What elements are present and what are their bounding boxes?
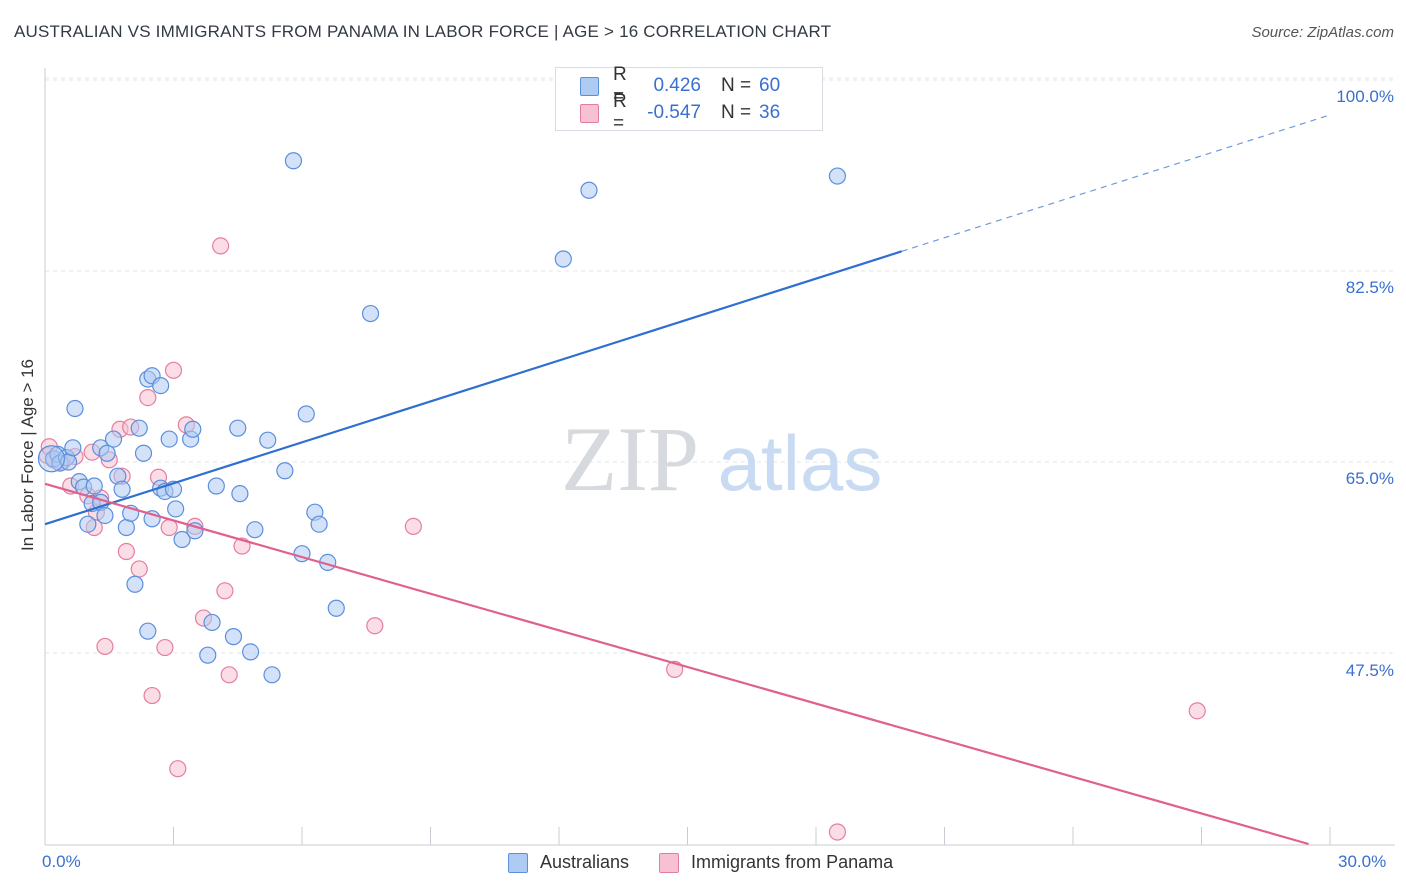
australians-point-48 xyxy=(276,462,294,480)
australians-point-58 xyxy=(580,181,598,199)
australians-trend-extension xyxy=(901,114,1331,252)
australians-point-33 xyxy=(167,500,185,518)
legend-swatch-australians xyxy=(508,852,528,873)
r-label: R = xyxy=(613,64,627,107)
panama-point-23 xyxy=(164,361,183,379)
y-tick-82-5: 82.5% xyxy=(1345,278,1394,297)
australians-point-13 xyxy=(96,506,114,525)
panama-point-19 xyxy=(143,686,161,705)
australians-point-19 xyxy=(117,518,135,537)
legend-row-australians: R = 0.426 N = 60 xyxy=(580,64,781,107)
r-value: -0.547 xyxy=(647,102,701,123)
australians-point-11 xyxy=(85,477,103,495)
panama-point-33 xyxy=(404,517,422,535)
legend-row-panama: R = -0.547 N = 36 xyxy=(580,91,781,134)
panama-point-24 xyxy=(169,760,187,778)
n-label: N = xyxy=(721,102,752,123)
legend-item-panama: Immigrants from Panama xyxy=(659,852,893,873)
chart-title: AUSTRALIAN VS IMMIGRANTS FROM PANAMA IN … xyxy=(14,22,832,41)
panama-point-35 xyxy=(828,823,847,841)
n-label: N = xyxy=(721,75,752,96)
legend-label-australians: Australians xyxy=(540,852,630,872)
australians-point-5 xyxy=(66,399,84,418)
australians-point-36 xyxy=(184,420,202,438)
panama-trend-line xyxy=(44,482,1309,846)
watermark-atlas: atlas xyxy=(718,419,883,507)
r-label: R = xyxy=(613,91,627,134)
panama-point-30 xyxy=(220,666,238,684)
australians-point-38 xyxy=(199,646,217,664)
panama-point-18 xyxy=(139,389,157,407)
australians-point-23 xyxy=(134,444,153,462)
australians-point-57 xyxy=(554,250,572,268)
australians-point-22 xyxy=(130,419,148,437)
correlation-legend: R = 0.426 N = 60 R = -0.547 N = 36 xyxy=(555,64,823,134)
australians-point-40 xyxy=(207,477,225,495)
australians-point-18 xyxy=(113,480,131,498)
panama-point-17 xyxy=(130,560,148,578)
australians-point-42 xyxy=(229,419,247,437)
y-axis-title: In Labor Force | Age > 16 xyxy=(18,358,37,552)
panama-point-28 xyxy=(212,237,230,255)
australians-point-15 xyxy=(98,444,116,462)
legend-item-australians: Australians xyxy=(508,852,629,873)
series-legend: Australians Immigrants from Panama xyxy=(508,852,923,873)
gridlines xyxy=(45,77,1395,654)
source-label: Source: ZipAtlas.com xyxy=(1251,24,1394,41)
australians-point-56 xyxy=(361,304,380,323)
legend-label-panama: Immigrants from Panama xyxy=(691,852,894,872)
y-tick-65: 65.0% xyxy=(1345,469,1394,488)
australians-point-29 xyxy=(152,377,170,395)
australians-point-25 xyxy=(139,622,157,640)
panama-point-29 xyxy=(216,582,234,600)
legend-swatch-blue xyxy=(580,76,599,96)
australians-point-45 xyxy=(246,521,264,539)
australians-point-49 xyxy=(284,152,303,170)
australians-point-59 xyxy=(828,167,847,185)
australians-point-51 xyxy=(297,405,315,423)
axes xyxy=(44,68,1395,846)
panama-point-36 xyxy=(1188,702,1206,720)
australians-point-43 xyxy=(231,485,249,503)
series-immigrants-from-panama xyxy=(38,237,1206,841)
y-tick-47-5: 47.5% xyxy=(1345,661,1394,680)
legend-swatch-panama xyxy=(659,852,680,873)
panama-point-21 xyxy=(156,638,174,657)
australians-point-39 xyxy=(203,613,221,632)
y-tick-100: 100.0% xyxy=(1336,87,1394,106)
australians-point-47 xyxy=(263,666,281,684)
x-tick-right: 30.0% xyxy=(1338,852,1387,871)
n-value: 60 xyxy=(759,75,781,96)
watermark-zip: ZIP xyxy=(561,408,699,510)
series-australians xyxy=(37,152,847,684)
australians-point-53 xyxy=(310,515,328,533)
n-value: 36 xyxy=(759,102,781,123)
australians-point-41 xyxy=(224,628,243,646)
australians-cluster-point xyxy=(37,445,66,473)
australians-point-46 xyxy=(259,431,277,449)
x-tick-left: 0.0% xyxy=(42,852,81,871)
australians-point-31 xyxy=(160,430,178,448)
australians-point-16 xyxy=(104,430,123,448)
legend-swatch-pink xyxy=(580,103,599,123)
panama-point-15 xyxy=(117,542,135,561)
r-value: 0.426 xyxy=(653,75,701,96)
australians-point-34 xyxy=(173,530,191,549)
trend-lines xyxy=(44,114,1331,846)
australians-point-9 xyxy=(79,515,97,533)
watermark: ZIP atlas xyxy=(561,408,882,510)
australians-point-6 xyxy=(64,439,82,457)
australians-point-21 xyxy=(126,575,144,593)
panama-point-11 xyxy=(96,637,114,656)
australians-point-55 xyxy=(327,599,345,617)
australians-trend-line xyxy=(44,250,903,526)
panama-point-32 xyxy=(366,617,384,635)
australians-point-44 xyxy=(242,643,260,661)
